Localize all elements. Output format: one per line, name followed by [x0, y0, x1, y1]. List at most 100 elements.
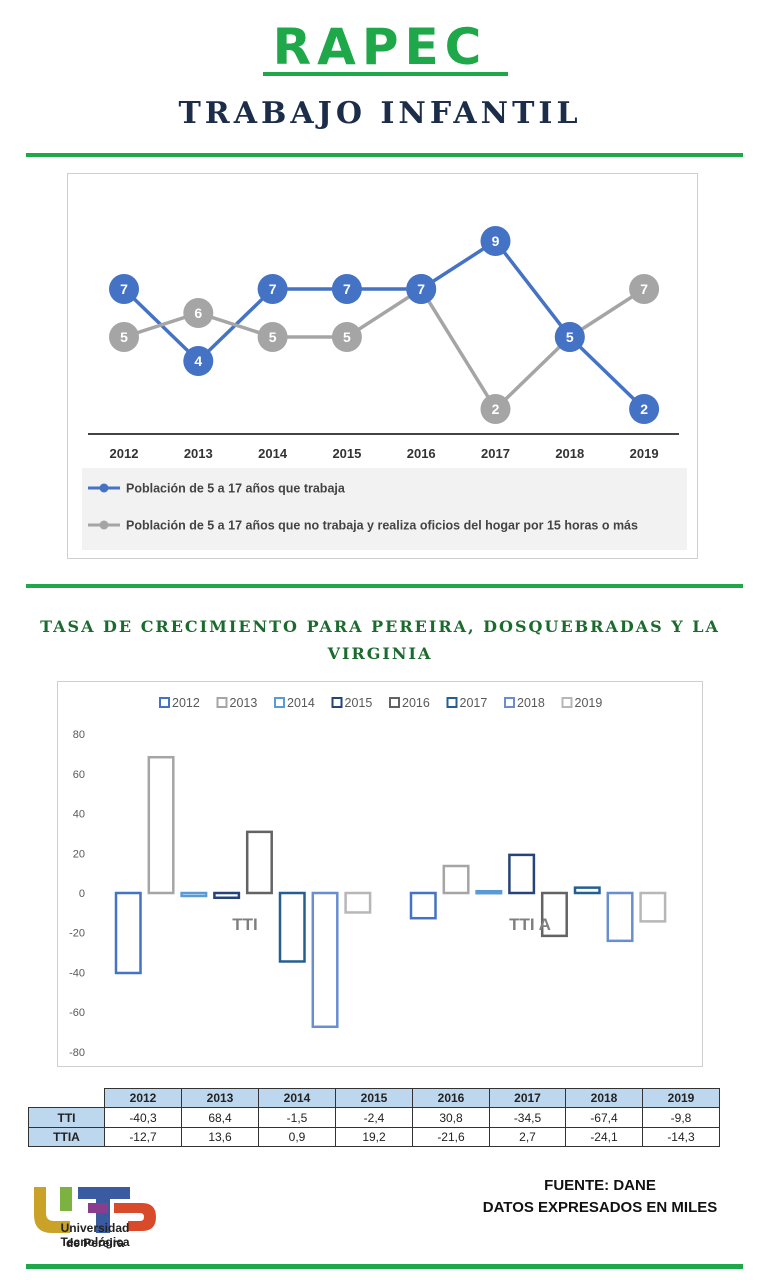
- data-label: 7: [269, 281, 277, 297]
- legend-label: 2019: [575, 696, 603, 710]
- legend-swatch: [274, 697, 285, 708]
- table-header-cell: 2015: [335, 1088, 413, 1108]
- table-cell: -24,1: [565, 1127, 643, 1147]
- table-cell: -34,5: [489, 1107, 566, 1128]
- data-label: 7: [120, 281, 128, 297]
- series-1-point: [554, 322, 585, 352]
- table-cell: 68,4: [181, 1107, 259, 1128]
- table-row: TTI -40,3 68,4 -1,5 -2,4 30,8 -34,5 -67,…: [28, 1107, 720, 1128]
- legend-label: Población de 5 a 17 años que no trabaja …: [126, 519, 638, 533]
- table-cell: 2,7: [489, 1127, 566, 1147]
- logo-name: Universidad Tecnológica: [60, 1221, 130, 1249]
- bar-ttia-2012: [409, 891, 437, 920]
- legend-swatch-marker: [99, 483, 109, 493]
- data-label: 5: [566, 329, 574, 345]
- table-cell: -21,6: [412, 1127, 490, 1147]
- series-1-point: [629, 394, 660, 424]
- legend-label: 2013: [230, 696, 258, 710]
- table-header-cell: 2014: [258, 1088, 336, 1108]
- page-title: TRABAJO INFANTIL: [178, 96, 582, 131]
- table-header-row: 2012 2013 2014 2015 2016 2017 2018 2019: [28, 1088, 720, 1108]
- table-cell: 19,2: [335, 1127, 413, 1147]
- table-header-cell: 2012: [104, 1088, 182, 1108]
- units-note: DATOS EXPRESADOS EN MILES: [482, 1199, 718, 1216]
- legend-background: [82, 468, 687, 550]
- data-label: 6: [194, 305, 202, 321]
- x-tick-label: 2014: [258, 446, 288, 461]
- line-chart: 2012 2013 2014 2015 2016 2017 2018 2019 5 6 5 5 7 2 5 7…: [82, 226, 687, 550]
- bar-ttia-2017: [573, 886, 601, 895]
- data-label: 2: [640, 401, 648, 417]
- category-label: TTI A: [509, 915, 551, 934]
- series-1-point: [257, 274, 288, 304]
- bar-tti-2013: [147, 755, 175, 895]
- legend-label: 2012: [172, 696, 200, 710]
- series-1-point: [406, 274, 437, 304]
- table-cell: -40,3: [104, 1107, 182, 1128]
- data-label: 7: [417, 281, 425, 297]
- series-2-point: [480, 394, 511, 424]
- bar-tti-2012: [114, 891, 142, 975]
- brand-title: RAPEC: [272, 18, 488, 76]
- bar-tti-2017: [278, 891, 306, 963]
- table-cell: -2,4: [335, 1107, 413, 1128]
- x-tick-label: 2019: [630, 446, 659, 461]
- table-cell: 13,6: [181, 1127, 259, 1147]
- table-header-cell: 2013: [181, 1088, 259, 1108]
- bar-tti-2014: [180, 891, 208, 898]
- legend-label: 2018: [517, 696, 545, 710]
- series-1-point: [480, 226, 511, 256]
- source-label: FUENTE: DANE: [544, 1177, 656, 1194]
- table-row-label: TTI: [28, 1107, 105, 1128]
- legend-label: Población de 5 a 17 años que trabaja: [126, 482, 346, 496]
- legend-swatch: [159, 697, 170, 708]
- bar-chart-panel: 80 60 40 20 0 -20 -40 -60 -80 2012 2013 2014 2015 201…: [57, 681, 703, 1067]
- brand-underline: [263, 72, 508, 76]
- y-tick-label: -60: [69, 1007, 85, 1019]
- table-cell: -1,5: [258, 1107, 336, 1128]
- legend-swatch: [446, 697, 458, 708]
- data-label: 5: [343, 329, 351, 345]
- bar-ttia-2014: [475, 889, 503, 895]
- data-label: 2: [492, 401, 500, 417]
- bar-ttia-2019: [639, 891, 667, 923]
- bar-tti-2019: [344, 891, 372, 914]
- legend-swatch: [504, 697, 515, 708]
- data-label: 4: [194, 353, 202, 369]
- legend-swatch: [389, 697, 400, 708]
- divider-top: [26, 153, 743, 157]
- x-tick-label: 2015: [332, 446, 361, 461]
- data-label: 5: [120, 329, 128, 345]
- series-2-point: [257, 322, 288, 352]
- table-cell: 0,9: [258, 1127, 336, 1147]
- divider-bottom: [26, 1264, 743, 1269]
- category-label: TTI: [232, 915, 258, 934]
- table-cell: -12,7: [104, 1127, 182, 1147]
- table-row-label: TTIA: [28, 1127, 105, 1147]
- data-label: 5: [269, 329, 277, 345]
- growth-data-table: 2012 2013 2014 2015 2016 2017 2018 2019 …: [28, 1088, 720, 1147]
- logo-subname: de Pereira: [65, 1236, 125, 1250]
- series-2-point: [331, 322, 362, 352]
- data-label: 9: [492, 233, 500, 249]
- legend-swatch: [561, 697, 573, 708]
- x-tick-label: 2017: [481, 446, 510, 461]
- bar-ttia-2013: [442, 864, 470, 895]
- x-tick-label: 2012: [110, 446, 139, 461]
- legend-swatch-marker: [99, 520, 109, 530]
- table-cell: 30,8: [412, 1107, 490, 1128]
- legend-label: 2017: [460, 696, 488, 710]
- section-title: TASA DE CRECIMIENTO PARA PEREIRA, DOSQUE…: [40, 617, 720, 663]
- series-2-point: [629, 274, 660, 304]
- bar-tti-2018: [311, 891, 339, 1029]
- data-label: 7: [640, 281, 648, 297]
- line-chart-panel: 2012 2013 2014 2015 2016 2017 2018 2019 5 6 5 5 7 2 5 7…: [67, 173, 698, 559]
- x-tick-label: 2016: [407, 446, 436, 461]
- y-tick-label: -40: [69, 967, 85, 979]
- series-1-point: [183, 346, 214, 376]
- table-row: TTIA -12,7 13,6 0,9 19,2 -21,6 2,7 -24,1…: [28, 1127, 720, 1147]
- series-1-point: [331, 274, 362, 304]
- series-2-point: [109, 322, 139, 352]
- table-corner-cell: [28, 1088, 105, 1108]
- y-tick-label: 0: [79, 888, 85, 900]
